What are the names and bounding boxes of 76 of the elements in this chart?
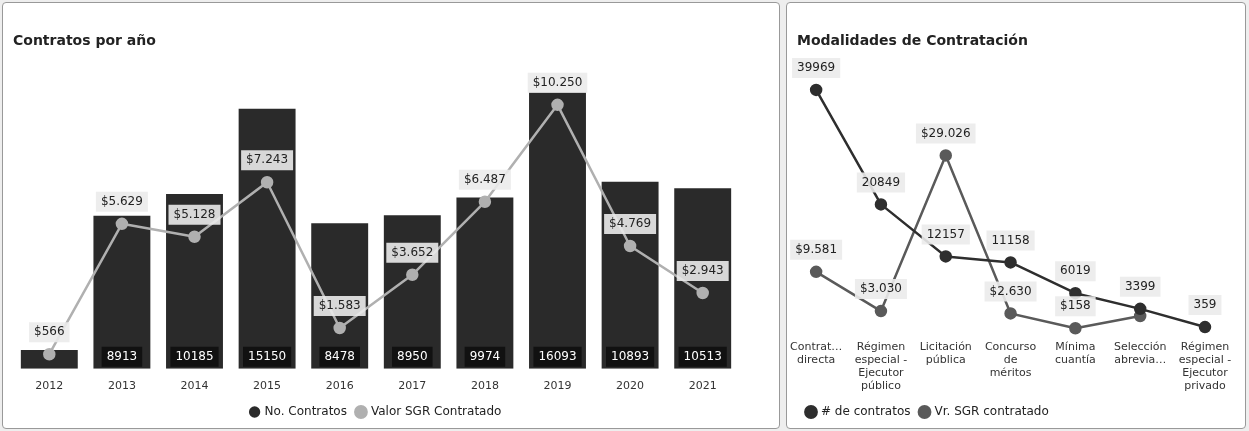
data-label: 15150 bbox=[248, 348, 287, 363]
data-label: $7.243 bbox=[246, 152, 289, 167]
data-label: $3.030 bbox=[859, 281, 902, 296]
point bbox=[696, 286, 709, 300]
legend-label: No. Contratos bbox=[264, 404, 347, 419]
data-label: 9974 bbox=[469, 348, 501, 363]
data-label: $5.128 bbox=[173, 206, 216, 221]
point bbox=[260, 176, 274, 189]
data-label: $4.769 bbox=[609, 216, 652, 231]
data-label: 12157 bbox=[926, 226, 965, 241]
point bbox=[43, 347, 56, 361]
data-label: 359 bbox=[1193, 297, 1217, 312]
data-label: $3.652 bbox=[391, 244, 434, 259]
x-tick-label: Mínima cuantía bbox=[1054, 339, 1096, 366]
point bbox=[1004, 256, 1017, 269]
data-label: 8950 bbox=[397, 348, 428, 363]
x-tick-label: 2016 bbox=[325, 379, 354, 393]
point bbox=[874, 198, 888, 211]
data-label: 39969 bbox=[797, 60, 836, 75]
point bbox=[478, 195, 492, 209]
x-tick-label: Concurso de méritos bbox=[984, 339, 1037, 380]
data-label: 10513 bbox=[683, 348, 722, 363]
point bbox=[1198, 320, 1212, 334]
data-label: 16093 bbox=[538, 348, 577, 363]
point bbox=[1133, 302, 1147, 316]
data-label: $6.487 bbox=[463, 171, 506, 186]
chart-title: Modalidades de Contratación bbox=[797, 32, 1028, 49]
data-label: 3399 bbox=[1124, 278, 1156, 293]
x-tick-label: 2021 bbox=[688, 379, 717, 393]
data-label: 11158 bbox=[991, 232, 1030, 247]
x-tick-label: Selección abrevia… bbox=[1113, 339, 1167, 366]
x-tick-label: 2013 bbox=[107, 379, 136, 393]
x-tick-label: Régimen especial - Ejecutor privado bbox=[1178, 339, 1232, 393]
point bbox=[333, 321, 346, 335]
data-label: $2.943 bbox=[681, 263, 724, 278]
data-label: $10.250 bbox=[532, 74, 583, 89]
point bbox=[115, 217, 129, 231]
legend-label: # de contratos bbox=[821, 404, 911, 419]
point bbox=[1004, 307, 1017, 320]
point bbox=[188, 230, 201, 243]
legend-label: Vr. SGR contratado bbox=[934, 404, 1049, 419]
x-tick-label: 2017 bbox=[398, 379, 427, 393]
x-tick-label: 2018 bbox=[470, 379, 499, 393]
x-tick-label: 2019 bbox=[543, 379, 572, 393]
point bbox=[939, 250, 953, 263]
x-tick-label: Régimen especial - Ejecutor público bbox=[854, 339, 908, 393]
data-label: 8478 bbox=[324, 348, 355, 363]
legend-label: Valor SGR Contratado bbox=[370, 404, 502, 419]
data-label: $9.581 bbox=[795, 241, 838, 256]
x-tick-label: 2020 bbox=[616, 379, 645, 393]
point bbox=[939, 149, 953, 162]
point bbox=[551, 98, 564, 112]
bar bbox=[456, 197, 514, 369]
data-label: $158 bbox=[1060, 298, 1091, 313]
point bbox=[809, 83, 823, 97]
data-label: $5.629 bbox=[100, 193, 143, 208]
data-label: $1.583 bbox=[318, 298, 361, 313]
data-label: 20849 bbox=[861, 174, 901, 189]
x-tick-label: Contrat… directa bbox=[790, 339, 843, 366]
data-label: 10893 bbox=[611, 348, 650, 363]
point bbox=[406, 268, 419, 282]
x-tick-label: Licitación pública bbox=[919, 339, 972, 366]
point bbox=[809, 265, 823, 279]
data-label: $566 bbox=[34, 324, 65, 339]
x-tick-label: 2012 bbox=[35, 379, 64, 393]
x-tick-label: 2014 bbox=[180, 379, 209, 393]
chart-title: Contratos por año bbox=[13, 32, 157, 49]
data-label: 8913 bbox=[106, 348, 138, 363]
data-label: 6019 bbox=[1060, 263, 1091, 278]
data-label: $29.026 bbox=[920, 125, 971, 140]
data-label: 10185 bbox=[175, 348, 214, 363]
point bbox=[623, 239, 637, 253]
data-label: $2.630 bbox=[989, 283, 1032, 298]
point bbox=[1069, 322, 1082, 335]
point bbox=[874, 304, 888, 318]
x-tick-label: 2015 bbox=[253, 379, 282, 393]
